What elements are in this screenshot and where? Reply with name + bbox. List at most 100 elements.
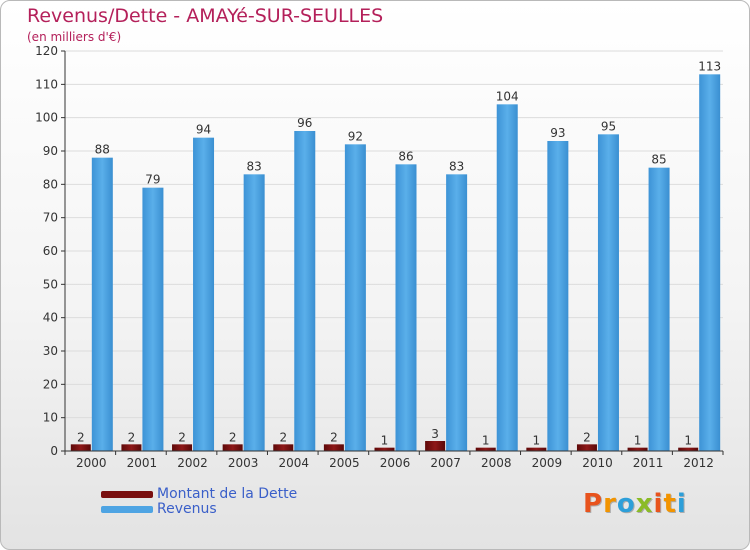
bar-revenus xyxy=(648,167,670,451)
y-tick-label: 100 xyxy=(35,111,58,125)
logo-letter: x xyxy=(635,489,654,519)
x-tick-label: 2009 xyxy=(532,456,563,470)
logo-letter: i xyxy=(653,489,664,519)
x-tick-label: 2001 xyxy=(127,456,158,470)
bar-dette xyxy=(273,444,294,451)
bar-revenus-label: 83 xyxy=(247,159,262,173)
y-tick-label: 40 xyxy=(43,311,58,325)
bar-dette-label: 1 xyxy=(482,434,490,448)
legend-swatch-revenus xyxy=(101,506,153,513)
bar-revenus xyxy=(243,174,265,452)
x-tick-label: 2008 xyxy=(481,456,512,470)
bar-revenus xyxy=(699,74,721,451)
bar-revenus xyxy=(597,134,619,452)
bar-revenus-label: 93 xyxy=(550,126,565,140)
y-tick-label: 20 xyxy=(43,377,58,391)
bar-dette xyxy=(526,447,547,451)
bar-revenus-label: 113 xyxy=(698,59,721,73)
bar-revenus xyxy=(294,131,316,451)
bar-revenus-label: 96 xyxy=(297,116,312,130)
bar-dette-label: 2 xyxy=(128,430,136,444)
bar-revenus xyxy=(142,187,164,451)
logo-letter: t xyxy=(663,489,677,519)
y-tick-label: 90 xyxy=(43,144,58,158)
bar-dette xyxy=(475,447,496,451)
grid-lines xyxy=(65,50,723,452)
bar-dette-label: 1 xyxy=(684,434,692,448)
bar-dette-label: 2 xyxy=(330,430,338,444)
bar-dette-label: 2 xyxy=(178,430,186,444)
bar-dette xyxy=(678,447,699,451)
bar-revenus-label: 94 xyxy=(196,123,211,137)
bar-revenus-label: 79 xyxy=(145,173,160,187)
logo-letter: P xyxy=(583,489,604,519)
x-tick-label: 2005 xyxy=(329,456,360,470)
bar-dette xyxy=(374,447,395,451)
bar-revenus xyxy=(395,164,417,452)
bar-dette xyxy=(70,444,91,451)
bar-revenus-label: 85 xyxy=(651,153,666,167)
bar-dette-label: 2 xyxy=(77,430,85,444)
y-tick-label: 60 xyxy=(43,244,58,258)
x-tick-label: 2004 xyxy=(278,456,309,470)
bar-dette xyxy=(576,444,597,451)
legend-swatch-dette xyxy=(101,491,153,498)
legend-item-dette: Montant de la Dette xyxy=(101,487,297,502)
y-tick-label: 30 xyxy=(43,344,58,358)
axes xyxy=(64,51,723,452)
bar-revenus xyxy=(547,141,569,451)
y-tick-label: 120 xyxy=(35,44,58,58)
bar-dette xyxy=(172,444,193,451)
bar-dette xyxy=(425,441,446,451)
chart-subtitle: (en milliers d'€) xyxy=(27,30,122,44)
legend-label-dette: Montant de la Dette xyxy=(157,486,298,502)
x-tick-label: 2003 xyxy=(228,456,259,470)
bar-revenus-label: 95 xyxy=(601,119,616,133)
bar-revenus-label: 83 xyxy=(449,159,464,173)
y-tick-label: 70 xyxy=(43,211,58,225)
logo-letter: i xyxy=(676,489,687,519)
bar-dette-label: 2 xyxy=(583,430,591,444)
bar-dette xyxy=(222,444,243,451)
x-tick-label: 2002 xyxy=(177,456,208,470)
bar-dette-label: 2 xyxy=(229,430,237,444)
x-tick-label: 2012 xyxy=(683,456,714,470)
bar-revenus xyxy=(91,157,113,451)
logo-letter: r xyxy=(603,489,617,519)
y-tick-label: 10 xyxy=(43,411,58,425)
legend-item-revenus: Revenus xyxy=(101,502,297,517)
x-tick-label: 2000 xyxy=(76,456,107,470)
y-tick-label: 50 xyxy=(43,277,58,291)
bar-dette-label: 2 xyxy=(279,430,287,444)
legend-label-revenus: Revenus xyxy=(157,501,217,517)
bar-revenus-label: 92 xyxy=(348,129,363,143)
bar-dette xyxy=(121,444,142,451)
y-tick-label: 110 xyxy=(35,77,58,91)
x-axis-ticks: 2000 2001 2002 2003 2004 2005 2006 2007 2008 2009… xyxy=(64,451,724,470)
logo-letter: o xyxy=(616,489,636,519)
proxiti-logo: Proxiti xyxy=(583,489,687,519)
bar-revenus-label: 88 xyxy=(95,143,110,157)
bar-revenus xyxy=(446,174,468,452)
bar-revenus-label: 86 xyxy=(398,149,413,163)
bar-dette-label: 1 xyxy=(634,434,642,448)
y-tick-label: 80 xyxy=(43,177,58,191)
bar-revenus xyxy=(193,137,215,451)
y-axis-ticks: 0 10 20 30 40 50 60 70 80 90 100 110 120 xyxy=(35,44,65,458)
bar-dette xyxy=(627,447,648,451)
bar-revenus xyxy=(496,104,518,451)
bar-dette xyxy=(323,444,344,451)
bar-dette-label: 1 xyxy=(381,434,389,448)
bar-revenus xyxy=(344,144,366,452)
bar-dette-label: 3 xyxy=(431,427,439,441)
bars: 2 88 2 79 2 94 2 83 2 96 2 92 1 86 3 83 1 104 1 93 2 95 1 85 1 11… xyxy=(70,59,721,452)
legend: Montant de la Dette Revenus xyxy=(101,487,297,517)
x-tick-label: 2010 xyxy=(582,456,613,470)
x-tick-label: 2011 xyxy=(633,456,664,470)
x-tick-label: 2006 xyxy=(380,456,411,470)
bar-revenus-label: 104 xyxy=(496,89,519,103)
x-tick-label: 2007 xyxy=(430,456,461,470)
chart-title: Revenus/Dette - AMAYé-SUR-SEULLES xyxy=(27,5,384,27)
